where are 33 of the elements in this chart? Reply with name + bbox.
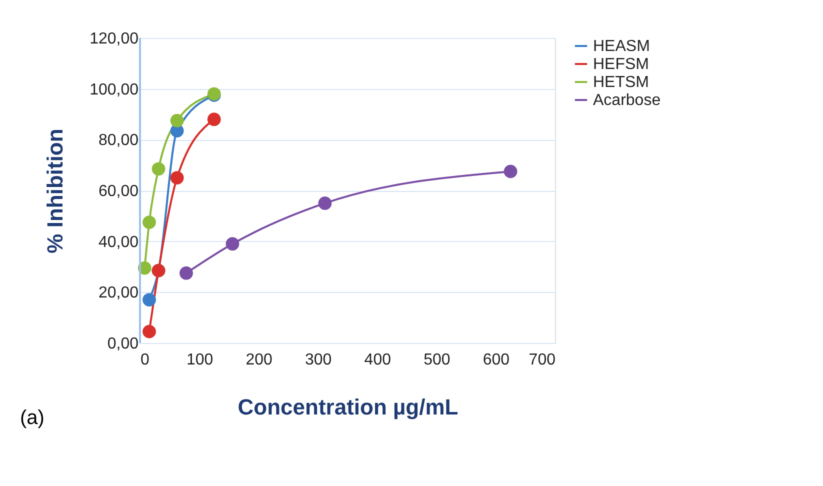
text: (a) bbox=[20, 407, 44, 429]
point bbox=[170, 171, 184, 184]
y-tick-label: 60,00 bbox=[98, 183, 139, 200]
point bbox=[226, 237, 240, 251]
point bbox=[170, 114, 184, 128]
legend-label: HETSM bbox=[593, 74, 649, 91]
x-tick-label: 200 bbox=[246, 352, 273, 368]
point bbox=[142, 216, 156, 229]
point bbox=[152, 162, 166, 176]
point bbox=[504, 164, 518, 178]
y-tick-label: 40,00 bbox=[98, 234, 139, 251]
point bbox=[142, 324, 156, 338]
x-tick-label: 0 bbox=[140, 352, 150, 368]
y-tick-label: 100,00 bbox=[90, 81, 139, 98]
x-tick-label: 300 bbox=[305, 352, 332, 368]
y-tick-label: 0,00 bbox=[107, 336, 139, 352]
legend-label: Acarbose bbox=[593, 92, 661, 109]
point bbox=[142, 293, 156, 306]
y-axis-title: % Inhibition bbox=[42, 128, 68, 254]
y-tick-label: 120,00 bbox=[90, 30, 139, 48]
y-tick-label: 80,00 bbox=[98, 132, 139, 150]
point bbox=[207, 112, 221, 126]
y-tick-label: 20,00 bbox=[98, 284, 139, 302]
x-axis-title: Concentration µg/mL bbox=[238, 394, 458, 420]
x-tick-label: 100 bbox=[186, 352, 214, 368]
point bbox=[318, 196, 332, 210]
x-tick-label: 500 bbox=[424, 352, 450, 368]
x-tick-label: 700 bbox=[528, 352, 556, 368]
legend-label: HEFSM bbox=[593, 56, 649, 73]
x-tick-label: 400 bbox=[364, 352, 392, 368]
point bbox=[180, 266, 193, 280]
legend-label: HEASM bbox=[593, 38, 650, 55]
x-tick-label: 600 bbox=[482, 352, 510, 368]
